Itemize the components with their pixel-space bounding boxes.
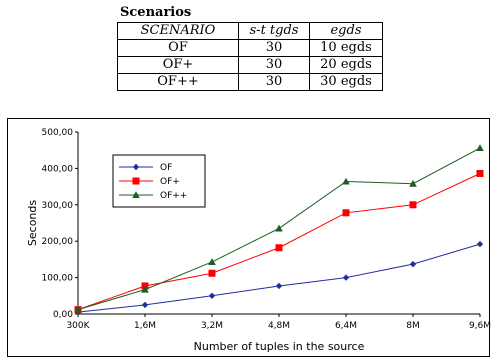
data-point-ofplusplus (409, 179, 417, 187)
x-tick-label: 1,6M (134, 321, 156, 331)
scenarios-title: Scenarios (120, 5, 192, 20)
scenarios-table: SCENARIO s-t tgds egds OF 30 10 egds OF+… (117, 22, 383, 91)
x-tick-label: 300K (66, 321, 90, 331)
x-tick-label: 4,8M (268, 321, 290, 331)
x-tick-label: 3,2M (201, 321, 223, 331)
table-row: OF++ 30 30 egds (117, 73, 383, 91)
data-point-ofplus (342, 209, 350, 217)
series-line-of (77, 243, 481, 313)
scenario-name: OF++ (117, 73, 239, 91)
y-tick-label: 100,00 (42, 274, 74, 284)
scenarios-header-row: SCENARIO s-t tgds egds (117, 22, 383, 40)
data-point-of (208, 292, 216, 299)
data-point-ofplus (409, 201, 417, 209)
data-point-ofplusplus (342, 177, 350, 185)
data-point-ofplusplus (74, 305, 82, 313)
y-tick-label: 500,00 (42, 128, 74, 138)
y-tick-label: 400,00 (42, 164, 74, 174)
chart-frame (7, 118, 490, 357)
legend-label-of: OF (160, 163, 172, 173)
legend-marker-of (132, 163, 140, 171)
legend-marker-ofplus (132, 177, 140, 185)
data-point-ofplusplus (275, 224, 283, 232)
legend-label-ofplus: OF+ (160, 177, 180, 187)
y-axis-label: Seconds (26, 200, 39, 246)
data-point-of (409, 260, 417, 268)
x-tick-label: 8M (406, 321, 420, 331)
data-point-of (141, 301, 149, 309)
data-point-ofplus (208, 269, 216, 277)
x-axis-label: Number of tuples in the source (194, 340, 365, 353)
header-st-tgds: s-t tgds (238, 22, 310, 40)
legend-label-ofplusplus: OF++ (160, 191, 187, 201)
y-tick-label: 0,00 (53, 310, 73, 320)
st-tgds-value: 30 (238, 56, 310, 74)
legend-marker-ofplusplus (132, 191, 140, 199)
data-point-ofplusplus (208, 258, 216, 265)
egds-value: 10 egds (309, 39, 383, 57)
egds-value: 30 egds (309, 73, 383, 91)
data-point-of (275, 282, 283, 290)
data-point-ofplusplus (141, 285, 149, 293)
y-tick-label: 300,00 (42, 201, 74, 211)
data-point-ofplus (275, 244, 283, 252)
y-tick-label: 200,00 (42, 237, 74, 247)
x-tick-label: 6,4M (335, 321, 357, 331)
data-point-ofplusplus (476, 144, 484, 152)
data-point-ofplus (476, 169, 484, 177)
data-point-of (342, 274, 350, 281)
egds-value: 20 egds (309, 56, 383, 74)
x-tick-label: 9,6M (469, 321, 491, 331)
st-tgds-value: 30 (238, 73, 310, 91)
data-point-of (476, 240, 484, 248)
